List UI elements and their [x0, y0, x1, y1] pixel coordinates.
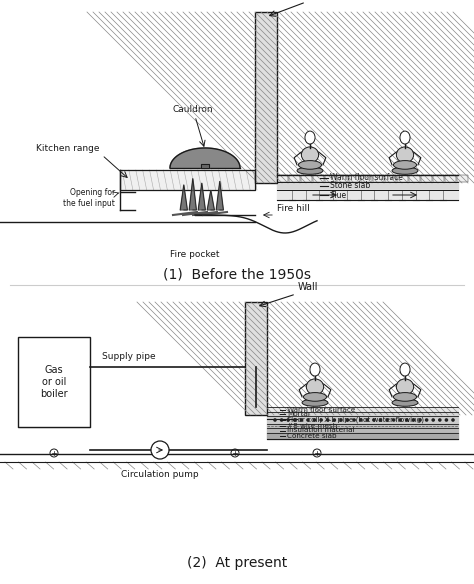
Circle shape: [293, 418, 297, 422]
Text: Concrete slab: Concrete slab: [287, 433, 337, 439]
Bar: [397, 175, 408, 182]
Bar: [245, 302, 267, 415]
Circle shape: [346, 418, 349, 422]
Ellipse shape: [393, 392, 417, 401]
Circle shape: [405, 418, 409, 422]
Polygon shape: [216, 181, 223, 210]
Circle shape: [306, 418, 310, 422]
Ellipse shape: [396, 147, 414, 163]
Text: Fire pocket: Fire pocket: [170, 250, 220, 259]
Circle shape: [425, 418, 428, 422]
Circle shape: [418, 418, 422, 422]
Circle shape: [438, 418, 442, 422]
Circle shape: [372, 418, 376, 422]
Ellipse shape: [306, 379, 324, 395]
Circle shape: [273, 418, 277, 422]
Ellipse shape: [299, 161, 321, 169]
Text: Fire hill: Fire hill: [277, 204, 310, 213]
Ellipse shape: [297, 167, 323, 174]
Circle shape: [392, 418, 395, 422]
Bar: [361, 175, 372, 182]
Circle shape: [313, 418, 316, 422]
Bar: [289, 175, 300, 182]
Circle shape: [300, 418, 303, 422]
Bar: [373, 175, 384, 182]
Circle shape: [445, 418, 448, 422]
Text: Stone slab: Stone slab: [330, 182, 370, 190]
Ellipse shape: [301, 147, 319, 163]
Ellipse shape: [400, 363, 410, 376]
Circle shape: [326, 418, 329, 422]
Text: Opening for
the fuel input: Opening for the fuel input: [63, 188, 115, 208]
Bar: [457, 175, 468, 182]
Bar: [18, 337, 90, 427]
Ellipse shape: [392, 167, 418, 174]
Ellipse shape: [305, 131, 315, 144]
Bar: [313, 175, 324, 182]
Circle shape: [286, 418, 290, 422]
Circle shape: [385, 418, 389, 422]
Circle shape: [333, 418, 336, 422]
Text: Floor coil; X-L pipe (hot water flowing): Floor coil; X-L pipe (hot water flowing): [287, 417, 424, 423]
Ellipse shape: [392, 399, 418, 406]
Bar: [255, 12, 277, 183]
Bar: [409, 175, 420, 182]
Circle shape: [151, 441, 169, 459]
Circle shape: [451, 418, 455, 422]
Polygon shape: [189, 179, 196, 210]
Circle shape: [339, 418, 343, 422]
Circle shape: [431, 418, 435, 422]
Bar: [349, 175, 360, 182]
Circle shape: [280, 418, 283, 422]
Bar: [255, 12, 277, 183]
Ellipse shape: [393, 161, 417, 169]
Circle shape: [319, 418, 323, 422]
Text: (2)  At present: (2) At present: [187, 556, 287, 570]
Circle shape: [379, 418, 383, 422]
Polygon shape: [198, 183, 205, 210]
Ellipse shape: [400, 131, 410, 144]
Bar: [277, 175, 288, 182]
Text: #8 wire mesh: #8 wire mesh: [287, 423, 337, 429]
Bar: [245, 302, 267, 415]
Ellipse shape: [310, 363, 320, 376]
Bar: [325, 175, 336, 182]
Text: Mortar: Mortar: [287, 411, 311, 417]
Bar: [385, 175, 396, 182]
Circle shape: [411, 418, 415, 422]
Circle shape: [352, 418, 356, 422]
Bar: [433, 175, 444, 182]
Bar: [445, 175, 456, 182]
Text: Flue: Flue: [330, 190, 346, 200]
Bar: [301, 175, 312, 182]
Text: Warm floor surface: Warm floor surface: [287, 406, 356, 412]
Polygon shape: [180, 185, 187, 210]
Ellipse shape: [303, 392, 327, 401]
Polygon shape: [207, 190, 214, 210]
Circle shape: [399, 418, 402, 422]
Text: Gas
or oil
boiler: Gas or oil boiler: [40, 366, 68, 399]
Circle shape: [365, 418, 369, 422]
Text: Wall: Wall: [298, 282, 319, 292]
Polygon shape: [170, 148, 240, 168]
Text: Kitchen range: Kitchen range: [36, 144, 100, 153]
Text: Circulation pump: Circulation pump: [121, 470, 199, 479]
Bar: [421, 175, 432, 182]
Ellipse shape: [302, 399, 328, 406]
Bar: [337, 175, 348, 182]
Text: Cauldron: Cauldron: [173, 105, 213, 114]
Text: Insulation material: Insulation material: [287, 427, 355, 433]
Ellipse shape: [396, 379, 414, 395]
Text: (1)  Before the 1950s: (1) Before the 1950s: [163, 268, 311, 282]
Text: Warm floor surface: Warm floor surface: [330, 173, 403, 182]
Text: Supply pipe: Supply pipe: [102, 352, 155, 361]
Circle shape: [359, 418, 363, 422]
